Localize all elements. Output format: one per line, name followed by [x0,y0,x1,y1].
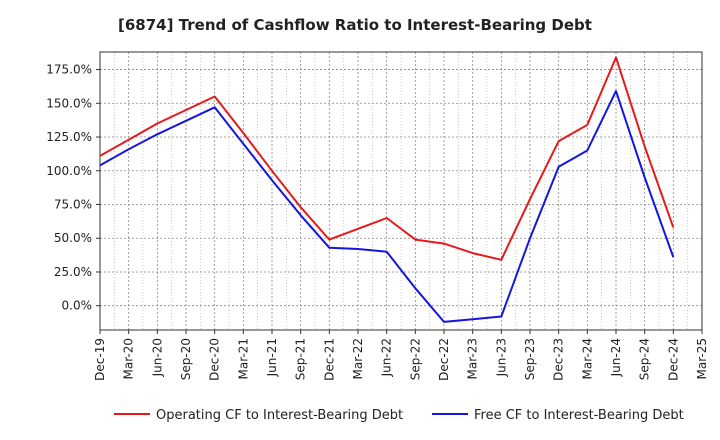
y-tick-label: 125.0% [46,130,92,144]
x-tick-label: Mar-23 [466,338,480,379]
x-tick-label: Mar-22 [351,338,365,379]
grid [100,52,702,330]
x-tick-label: Dec-24 [666,338,680,381]
x-tick-label: Dec-23 [552,338,566,381]
chart-title: [6874] Trend of Cashflow Ratio to Intere… [118,16,592,34]
y-tick-label: 100.0% [46,164,92,178]
x-tick-label: Mar-20 [122,338,136,379]
legend-label: Operating CF to Interest-Bearing Debt [156,408,403,423]
y-tick-label: 0.0% [62,299,93,313]
x-tick-label: Mar-21 [236,338,250,379]
series-line-1 [99,56,675,261]
x-tick-label: Sep-23 [523,338,537,380]
legend: Operating CF to Interest-Bearing Debt Fre… [114,408,684,423]
y-tick-label: 50.0% [54,231,92,245]
legend-label: Free CF to Interest-Bearing Debt [474,408,684,423]
x-tick-label: Jun-23 [494,338,508,377]
x-tick-label: Dec-20 [208,338,222,381]
x-tick-label: Sep-20 [179,338,193,380]
x-tick-label: Jun-24 [609,338,623,377]
x-tick-label: Mar-25 [695,338,709,379]
y-tick-label: 150.0% [46,96,92,110]
x-tick-label: Jun-22 [380,338,394,377]
x-tick-label: Dec-21 [322,338,336,381]
x-tick-label: Jun-20 [150,338,164,377]
x-tick-label: Dec-19 [93,338,107,381]
y-axis: 0.0% 25.0% 50.0% 75.0% 100.0% 125.0% 150.0% 175… [46,63,100,313]
series-line-2 [99,90,675,323]
x-tick-label: Sep-24 [638,338,652,380]
x-tick-label: Jun-21 [265,338,279,377]
x-axis: Dec-19 Mar-20 Jun-20 Sep-20 Dec-20 Mar-21 Jun-… [93,330,709,381]
x-tick-label: Mar-24 [580,338,594,379]
x-tick-label: Sep-21 [294,338,308,380]
x-tick-label: Sep-22 [408,338,422,380]
plot-frame [99,51,703,331]
y-tick-label: 175.0% [46,63,92,77]
x-tick-label: Dec-22 [437,338,451,381]
series-group [99,56,675,323]
y-tick-label: 75.0% [54,197,92,211]
y-tick-label: 25.0% [54,265,92,279]
